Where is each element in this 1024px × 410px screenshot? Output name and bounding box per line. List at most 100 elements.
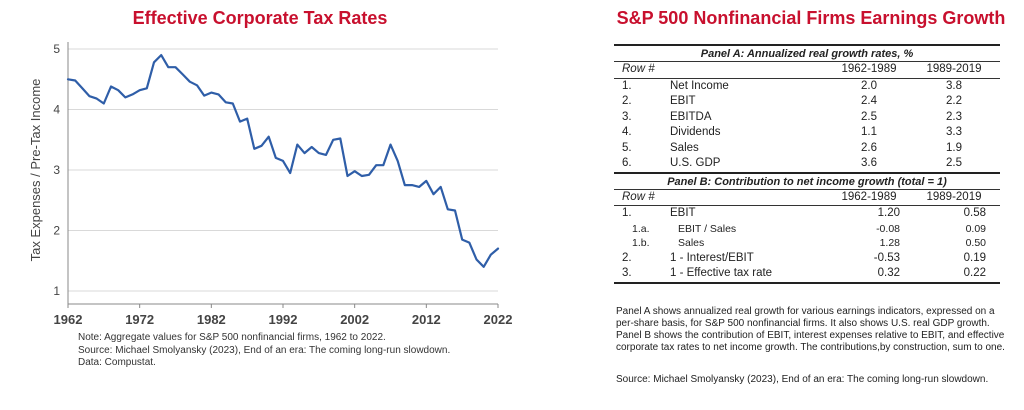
table-bottom-rule bbox=[614, 281, 1000, 284]
panel-a-body: 1. Net Income 2.0 3.8 2. EBIT 2.4 2.2 3. EBITDA 2.… bbox=[614, 79, 1000, 172]
panel-a-title: Panel A: Annualized real growth rates, % bbox=[700, 48, 914, 60]
panel-b-title-rule bbox=[614, 188, 1000, 190]
y-tick-label: 5 bbox=[53, 42, 60, 56]
table-row: 1. EBIT 1.20 0.58 bbox=[614, 206, 1000, 222]
earnings-growth-table-panel: S&P 500 Nonfinancial Firms Earnings Grow… bbox=[606, 0, 1016, 410]
value-1989-2019: 2.3 bbox=[946, 110, 962, 123]
value-1989-2019: 0.22 bbox=[963, 267, 986, 279]
tax-rate-line bbox=[66, 54, 500, 268]
y-axis-label: Tax Expenses / Pre-Tax Income bbox=[28, 79, 43, 262]
row-number: 3. bbox=[622, 267, 632, 279]
col-header-1962-1989: 1962-1989 bbox=[841, 190, 897, 203]
x-tick-label: 1962 bbox=[54, 312, 83, 327]
row-number: 6. bbox=[622, 157, 632, 169]
value-1989-2019: 0.19 bbox=[963, 251, 986, 264]
row-label: EBIT bbox=[670, 95, 696, 107]
col-header-1962-1989: 1962-1989 bbox=[841, 63, 897, 75]
value-1989-2019: 0.09 bbox=[965, 222, 986, 235]
value-1962-1989: 1.1 bbox=[861, 126, 877, 138]
y-tick-label: 1 bbox=[53, 284, 60, 298]
axes bbox=[67, 42, 499, 308]
row-label: 1 - Effective tax rate bbox=[670, 267, 773, 279]
row-number: 1. bbox=[622, 79, 632, 92]
x-tick-label: 2012 bbox=[412, 312, 441, 327]
value-1962-1989: 3.6 bbox=[861, 157, 877, 169]
value-1962-1989: 2.0 bbox=[861, 79, 877, 92]
x-tick-label: 2022 bbox=[484, 312, 513, 327]
value-1989-2019: 0.50 bbox=[965, 237, 986, 249]
panel-b-top-rule bbox=[614, 171, 1000, 174]
row-label: EBIT bbox=[670, 207, 696, 219]
value-1989-2019: 3.8 bbox=[946, 79, 962, 92]
row-number: 1.a. bbox=[632, 222, 650, 235]
table-description: Panel A shows annualized real growth for… bbox=[616, 306, 1005, 353]
panel-b-body: 1. EBIT 1.20 0.58 1.a. EBIT / Sales -0.08 0.09 1… bbox=[614, 206, 1000, 282]
panel-a-title-rule bbox=[614, 61, 1000, 62]
table-row: 4. Dividends 1.1 3.3 bbox=[614, 125, 1000, 141]
chart-title: Effective Corporate Tax Rates bbox=[132, 8, 388, 28]
row-label: Sales bbox=[678, 237, 705, 249]
table-row: 1. Net Income 2.0 3.8 bbox=[614, 79, 1000, 95]
tax-rate-chart-panel: Effective Corporate Tax Rates 1 2 3 4 5 1962 1… bbox=[28, 8, 518, 370]
row-number: 2. bbox=[622, 95, 632, 107]
x-tick-label: 1982 bbox=[197, 312, 226, 327]
y-tick-label: 2 bbox=[53, 223, 60, 237]
row-label: 1 - Interest/EBIT bbox=[670, 251, 754, 264]
table-top-rule bbox=[614, 44, 1000, 46]
row-number-header: Row # bbox=[622, 63, 655, 75]
row-number: 1.b. bbox=[632, 237, 650, 249]
value-1989-2019: 2.5 bbox=[946, 157, 962, 169]
gridlines bbox=[68, 48, 498, 292]
value-1989-2019: 0.58 bbox=[963, 207, 986, 219]
y-tick-label: 3 bbox=[53, 163, 60, 177]
chart-source-line: Source: Michael Smolyansky (2023), End o… bbox=[78, 344, 451, 356]
table-row: 2. 1 - Interest/EBIT -0.53 0.19 bbox=[614, 251, 1000, 267]
panel-b-header-row: Row # 1962-1989 1989-2019 bbox=[614, 190, 1000, 206]
col-header-1989-2019: 1989-2019 bbox=[926, 63, 982, 75]
row-number: 4. bbox=[622, 126, 632, 138]
table-row: 5. Sales 2.6 1.9 bbox=[614, 141, 1000, 157]
table-source: Source: Michael Smolyansky (2023), End o… bbox=[616, 374, 989, 385]
row-label: U.S. GDP bbox=[670, 157, 721, 169]
table-row: 6. U.S. GDP 3.6 2.5 bbox=[614, 156, 1000, 172]
x-tick-label: 2002 bbox=[340, 312, 369, 327]
panel-a-header-rule bbox=[614, 77, 1000, 79]
row-number-header: Row # bbox=[622, 190, 655, 203]
panel-a-header-row: Row # 1962-1989 1989-2019 bbox=[614, 62, 1000, 78]
chart-data-line: Data: Compustat. bbox=[78, 357, 156, 368]
y-tick-label: 4 bbox=[53, 103, 60, 117]
value-1962-1989: 2.6 bbox=[861, 141, 877, 154]
value-1989-2019: 3.3 bbox=[946, 126, 962, 138]
chart-notes: Note: Aggregate values for S&P 500 nonfi… bbox=[78, 332, 518, 370]
x-tick-label: 1992 bbox=[269, 312, 298, 327]
value-1962-1989: 1.28 bbox=[879, 237, 900, 249]
table-row: 3. 1 - Effective tax rate 0.32 0.22 bbox=[614, 266, 1000, 282]
row-label: Sales bbox=[670, 141, 699, 154]
row-number: 3. bbox=[622, 110, 632, 123]
panel-b-title: Panel B: Contribution to net income grow… bbox=[667, 175, 947, 188]
row-number: 2. bbox=[622, 251, 632, 264]
value-1962-1989: 0.32 bbox=[877, 267, 900, 279]
row-number: 5. bbox=[622, 141, 632, 154]
value-1989-2019: 2.2 bbox=[946, 95, 962, 107]
table-row: 1.a. EBIT / Sales -0.08 0.09 bbox=[614, 222, 1000, 237]
panel-b-header-rule bbox=[614, 205, 1000, 206]
row-label: EBITDA bbox=[670, 110, 712, 123]
row-label: Net Income bbox=[670, 79, 729, 92]
value-1962-1989: -0.53 bbox=[873, 251, 900, 264]
row-number: 1. bbox=[622, 207, 632, 219]
x-tick-label: 1972 bbox=[125, 312, 154, 327]
table-title: S&P 500 Nonfinancial Firms Earnings Grow… bbox=[616, 8, 1006, 28]
value-1962-1989: 2.5 bbox=[861, 110, 877, 123]
tax-rate-line-chart: 1 2 3 4 5 1962 1972 1982 1992 2002 2012 2022 Tax Ex… bbox=[28, 42, 512, 327]
chart-note-line: Note: Aggregate values for S&P 500 nonfi… bbox=[78, 332, 386, 343]
value-1962-1989: 1.20 bbox=[877, 207, 900, 219]
value-1962-1989: 2.4 bbox=[861, 95, 877, 107]
col-header-1989-2019: 1989-2019 bbox=[926, 190, 982, 203]
value-1962-1989: -0.08 bbox=[876, 222, 900, 235]
value-1989-2019: 1.9 bbox=[946, 141, 962, 154]
series bbox=[66, 54, 500, 268]
tick-labels: 1 2 3 4 5 1962 1972 1982 1992 2002 2012 2022 bbox=[53, 42, 512, 327]
earnings-growth-table: Panel A: Annualized real growth rates, %… bbox=[614, 44, 1000, 284]
table-row: 3. EBITDA 2.5 2.3 bbox=[614, 110, 1000, 126]
